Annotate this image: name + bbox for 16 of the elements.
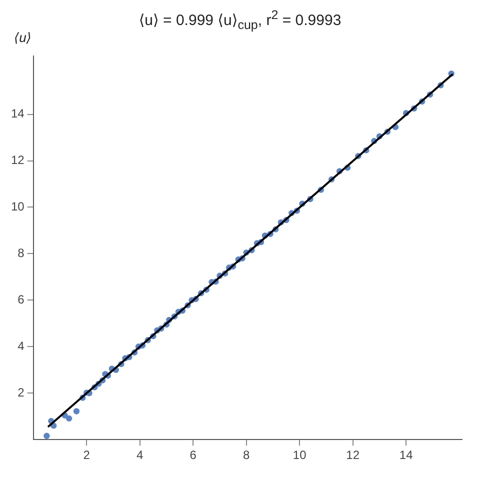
x-tick-label: 12 [346, 448, 360, 462]
y-tick-label: 14 [10, 106, 25, 121]
y-tick-label: 10 [10, 200, 25, 214]
x-tick-label: 2 [83, 448, 90, 462]
x-tick-label: 4 [136, 448, 144, 462]
y-tick-label: 4 [18, 338, 25, 353]
y-tick-label: 8 [18, 246, 25, 260]
y-tick-label: 6 [18, 292, 25, 306]
chart-title: ⟨u⟩ = 0.999 ⟨u⟩$_{cup}$, r$^{2}$ = 0.9993 [138, 8, 342, 32]
x-tick-label: 6 [190, 448, 197, 462]
x-tick-label: 10 [292, 448, 307, 462]
x-tick-label: 14 [399, 448, 414, 462]
y-tick-label: 12 [10, 153, 25, 168]
y-tick-label: 2 [18, 385, 25, 400]
y-axis-title: ⟨u⟩ [14, 30, 32, 45]
x-tick-label: 8 [243, 448, 250, 462]
